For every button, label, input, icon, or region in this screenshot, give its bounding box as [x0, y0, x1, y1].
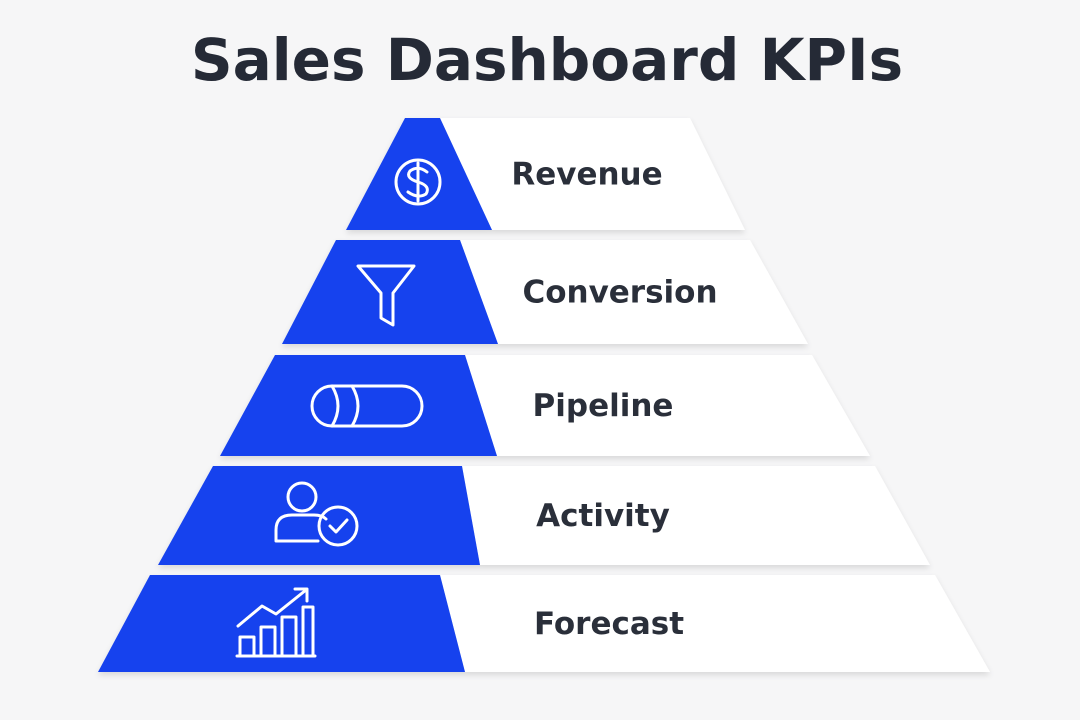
pyramid: Revenue Conversion Pipeline Activity Forecas…	[98, 118, 990, 672]
tier-white	[460, 240, 808, 344]
tier-label: Activity	[536, 498, 670, 534]
tier-white	[462, 466, 930, 565]
activity-icon	[274, 481, 359, 547]
tier-label: Forecast	[534, 606, 684, 642]
tier-white	[440, 575, 990, 672]
conversion-icon	[356, 264, 416, 327]
tier-label: Pipeline	[533, 388, 674, 424]
tier-label: Conversion	[522, 275, 717, 311]
forecast-icon	[235, 587, 317, 658]
tier-white	[465, 355, 870, 456]
pipeline-icon	[310, 384, 424, 428]
revenue-icon	[394, 158, 442, 206]
tier-label: Revenue	[511, 157, 662, 193]
pyramid-tier	[282, 240, 808, 344]
title: Sales Dashboard KPIs	[191, 26, 903, 94]
tier-white	[440, 118, 745, 230]
tier-blue	[282, 240, 498, 344]
icons	[235, 158, 442, 658]
